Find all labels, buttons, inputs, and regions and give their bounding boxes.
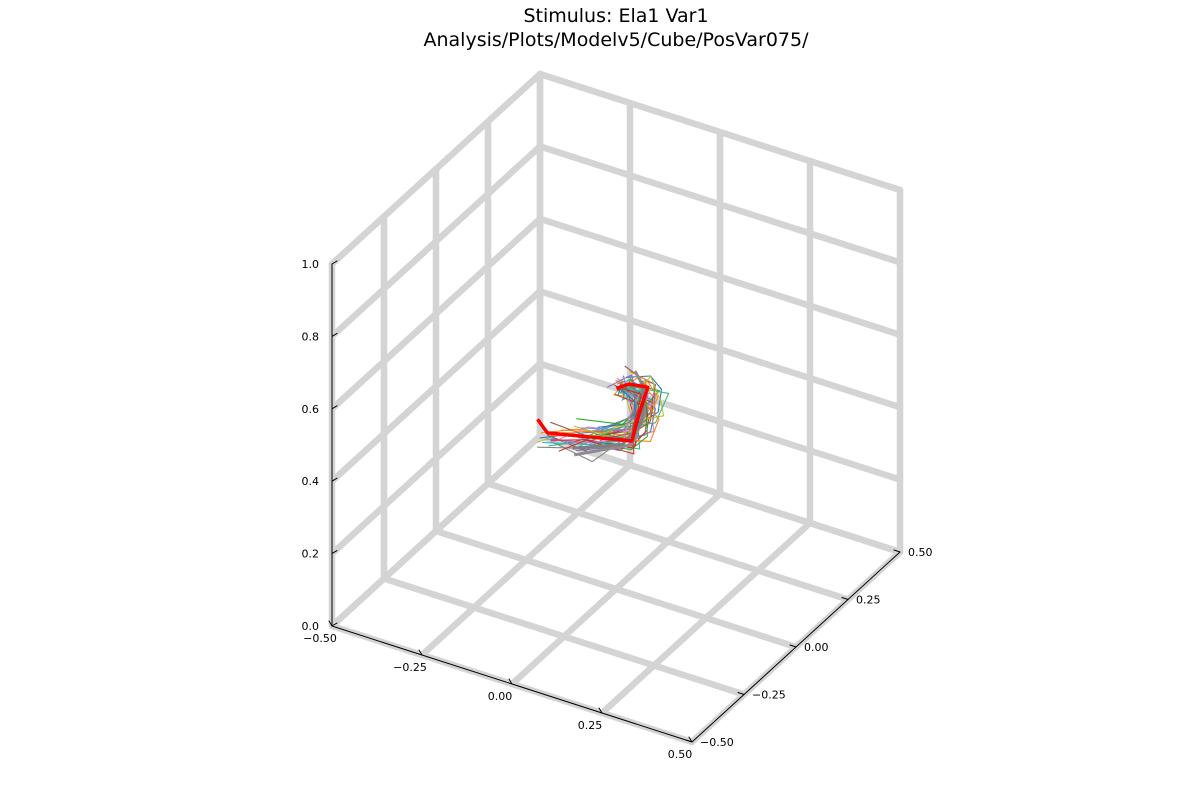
y-tick-mark bbox=[893, 549, 901, 553]
trajectory-line bbox=[594, 385, 648, 450]
trajectory-line bbox=[580, 375, 635, 431]
z-tick-label: 0.6 bbox=[302, 403, 320, 416]
z-tick-label: 0.0 bbox=[302, 620, 320, 633]
x-tick-mark bbox=[418, 649, 423, 656]
grid-line-left-z bbox=[328, 360, 544, 557]
grid-line-left-z bbox=[328, 70, 544, 268]
tick-labels: −0.50 −0.25 0.00 0.25 0.50 −0.50 −0.25 0.00 0.25… bbox=[302, 258, 933, 761]
y-tick-mark bbox=[789, 644, 797, 648]
trajectory-line bbox=[603, 389, 654, 440]
x-tick-mark bbox=[688, 736, 693, 743]
z-tick-mark bbox=[331, 622, 338, 627]
y-tick-label: 0.25 bbox=[856, 594, 881, 607]
y-tick-mark bbox=[841, 597, 849, 600]
grid-line-floor-y bbox=[380, 575, 748, 698]
x-tick-mark bbox=[598, 707, 603, 714]
grid-line-left-z bbox=[328, 143, 544, 340]
grid-line-left-z bbox=[328, 287, 544, 485]
grid-line-back-z bbox=[536, 360, 904, 483]
trajectory-line bbox=[540, 379, 647, 436]
grid-line-back-z bbox=[536, 143, 904, 266]
series bbox=[536, 365, 670, 463]
y-tick-label: −0.25 bbox=[752, 689, 786, 702]
x-tick-mark bbox=[328, 620, 333, 627]
grid-line-back-z bbox=[536, 432, 904, 556]
grid-line-left-z bbox=[328, 215, 544, 413]
z-tick-mark bbox=[331, 550, 338, 555]
grid-line-floor-y bbox=[484, 480, 852, 603]
z-tick-label: 0.8 bbox=[302, 330, 320, 343]
grid-line-back-z bbox=[536, 287, 904, 411]
trajectory-line bbox=[573, 375, 665, 435]
grid-line-back-z bbox=[536, 70, 904, 194]
y-tick-label: 0.00 bbox=[804, 641, 829, 654]
axes bbox=[328, 260, 901, 743]
z-tick-label: 0.2 bbox=[302, 548, 320, 561]
z-tick-mark bbox=[331, 477, 338, 482]
z-tick-label: 1.0 bbox=[302, 258, 320, 271]
chart-title: Stimulus: Ela1 Var1 bbox=[523, 5, 709, 27]
y-tick-mark bbox=[737, 692, 745, 695]
z-tick-mark bbox=[331, 260, 338, 265]
x-tick-mark bbox=[508, 678, 513, 685]
x-tick-label: 0.25 bbox=[578, 719, 603, 732]
x-tick-label: 0.50 bbox=[668, 748, 693, 761]
x-tick-label: −0.25 bbox=[393, 661, 427, 674]
y-tick-label: −0.50 bbox=[700, 736, 734, 749]
chart-subtitle: Analysis/Plots/Modelv5/Cube/PosVar075/ bbox=[423, 29, 809, 51]
z-tick-label: 0.4 bbox=[302, 475, 320, 488]
stimulus-trajectory-line bbox=[536, 382, 650, 443]
z-tick-mark bbox=[331, 332, 338, 337]
x-tick-label: −0.50 bbox=[303, 632, 337, 645]
grid-line-floor-y bbox=[432, 527, 800, 651]
y-tick-mark bbox=[685, 739, 693, 743]
x-tick-label: 0.00 bbox=[488, 690, 513, 703]
grid-line-back-z bbox=[536, 215, 904, 339]
y-tick-label: 0.50 bbox=[908, 546, 933, 559]
z-tick-mark bbox=[331, 405, 338, 410]
grid-line-left-z bbox=[328, 432, 544, 630]
